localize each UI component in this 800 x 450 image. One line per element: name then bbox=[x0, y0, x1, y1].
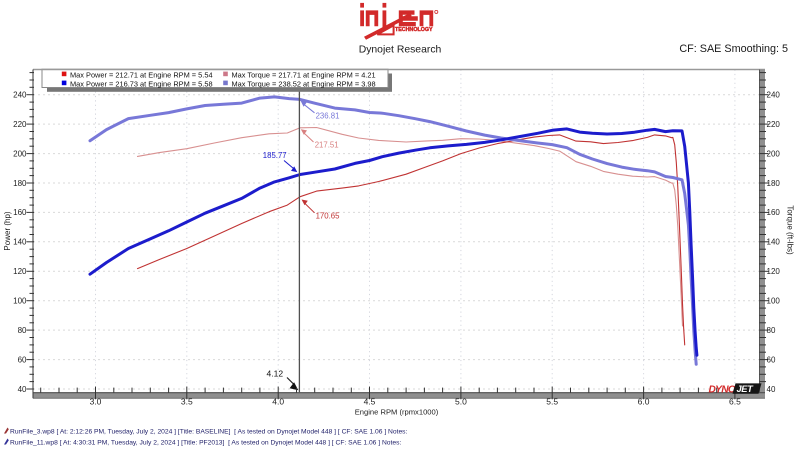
svg-text:RunFile_3.wp8 [ At: 2:12:26 PM: RunFile_3.wp8 [ At: 2:12:26 PM, Tuesday,… bbox=[10, 429, 408, 436]
svg-text:160: 160 bbox=[13, 208, 27, 217]
svg-text:240: 240 bbox=[13, 91, 27, 100]
svg-text:120: 120 bbox=[767, 267, 781, 276]
svg-text:6.5: 6.5 bbox=[729, 397, 741, 407]
svg-text:5.0: 5.0 bbox=[455, 397, 467, 407]
svg-text:Max Power = 212.71 at Engine R: Max Power = 212.71 at Engine RPM = 5.54 bbox=[70, 70, 213, 79]
svg-text:Max Torque = 217.71 at Engine: Max Torque = 217.71 at Engine RPM = 4.21 bbox=[232, 70, 376, 79]
svg-text:TECHNOLOGY: TECHNOLOGY bbox=[395, 27, 433, 33]
svg-text:180: 180 bbox=[767, 179, 781, 188]
svg-text:185.77: 185.77 bbox=[263, 151, 287, 160]
svg-text:100: 100 bbox=[767, 297, 781, 306]
svg-text:220: 220 bbox=[13, 120, 27, 129]
svg-text:200: 200 bbox=[13, 149, 27, 158]
svg-text:180: 180 bbox=[13, 179, 27, 188]
svg-text:217.51: 217.51 bbox=[315, 141, 339, 150]
svg-text:120: 120 bbox=[13, 267, 27, 276]
svg-text:60: 60 bbox=[18, 355, 27, 364]
svg-text:100: 100 bbox=[13, 297, 27, 306]
svg-text:Engine RPM (rpmx1000): Engine RPM (rpmx1000) bbox=[355, 407, 439, 416]
svg-text:160: 160 bbox=[767, 208, 781, 217]
svg-text:4.5: 4.5 bbox=[364, 397, 376, 407]
svg-text:140: 140 bbox=[13, 238, 27, 247]
svg-text:4.12: 4.12 bbox=[267, 369, 284, 379]
svg-text:Torque (ft-lbs): Torque (ft-lbs) bbox=[786, 205, 795, 255]
svg-text:3.5: 3.5 bbox=[181, 397, 193, 407]
svg-text:220: 220 bbox=[767, 120, 781, 129]
svg-text:RunFile_11.wp8 [ At: 4:30:31 P: RunFile_11.wp8 [ At: 4:30:31 PM, Tuesday… bbox=[10, 440, 401, 447]
svg-text:236.81: 236.81 bbox=[316, 111, 340, 120]
svg-text:5.5: 5.5 bbox=[546, 397, 558, 407]
svg-text:Max Power = 216.73 at Engine R: Max Power = 216.73 at Engine RPM = 5.58 bbox=[70, 79, 213, 88]
svg-text:80: 80 bbox=[18, 326, 27, 335]
svg-text:Max Torque = 238.52 at Engine: Max Torque = 238.52 at Engine RPM = 3.98 bbox=[232, 79, 376, 88]
svg-text:240: 240 bbox=[767, 91, 781, 100]
svg-text:Dynojet Research: Dynojet Research bbox=[359, 44, 442, 55]
svg-text:40: 40 bbox=[18, 385, 27, 394]
svg-text:3.0: 3.0 bbox=[90, 397, 102, 407]
svg-text:200: 200 bbox=[767, 149, 781, 158]
svg-text:JET: JET bbox=[737, 384, 755, 394]
svg-text:DYNO: DYNO bbox=[709, 384, 736, 395]
svg-text:170.65: 170.65 bbox=[316, 212, 341, 221]
svg-text:60: 60 bbox=[767, 355, 776, 364]
svg-text:CF: SAE Smoothing: 5: CF: SAE Smoothing: 5 bbox=[679, 43, 788, 55]
svg-text:40: 40 bbox=[767, 385, 776, 394]
svg-text:Power (hp): Power (hp) bbox=[3, 211, 12, 250]
svg-text:6.0: 6.0 bbox=[638, 397, 650, 407]
svg-text:140: 140 bbox=[767, 238, 781, 247]
svg-text:80: 80 bbox=[767, 326, 776, 335]
svg-text:4.0: 4.0 bbox=[272, 397, 284, 407]
